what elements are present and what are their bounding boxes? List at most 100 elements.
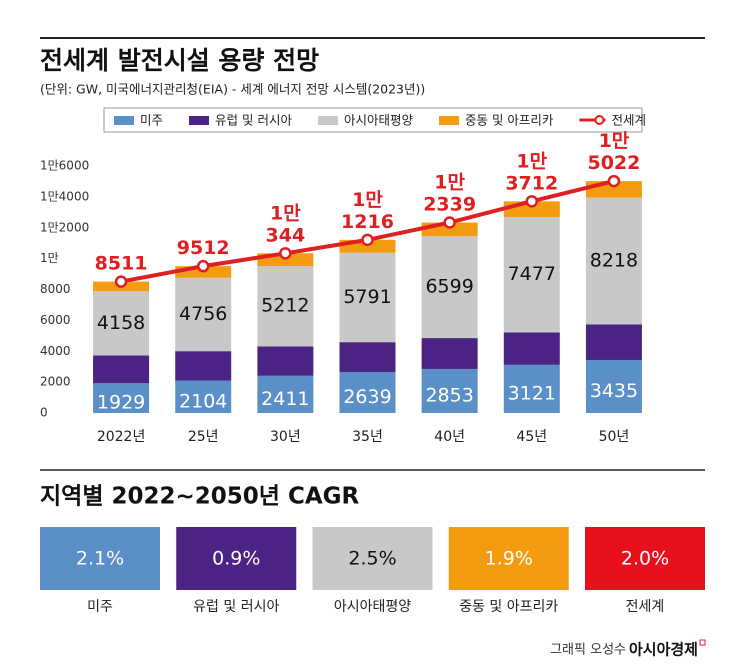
cagr-value: 2.0% [621,548,669,570]
chart-subtitle: (단위: GW, 미국에너지관리청(EIA) - 세계 에너지 전망 시스템(2… [40,82,425,97]
bar-segment [257,346,314,376]
x-tick-label: 45년 [516,429,547,445]
value-label: 1929 [97,392,145,414]
logo-mark [699,639,706,646]
value-label: 5791 [343,286,391,308]
value-label: 5212 [261,295,309,317]
total-label-line: 3712 [505,172,558,194]
x-tick-label: 50년 [599,429,630,445]
bar-segment [175,380,232,413]
cagr-tile [176,527,297,590]
total-label: 1만 344 [266,202,306,246]
legend-label: 미주 [140,113,163,128]
bar-segment [421,368,478,413]
cagr-tile [448,527,569,590]
cagr-label: 중동 및 아프리카 [459,599,558,615]
bar-segment [421,338,478,369]
y-tick-label: 1만 [40,251,59,265]
y-tick-label: 0 [40,406,48,420]
legend-label: 아시아태평양 [344,113,414,128]
cagr-label: 전세계 [626,599,665,615]
legend-label: 전세계 [611,113,646,128]
total-label-line: 1216 [341,210,394,232]
bar-segment [503,216,560,333]
value-label: 2411 [261,388,309,410]
value-label: 2853 [425,384,473,406]
value-label: 3121 [508,382,556,404]
bar-segment [257,375,314,413]
x-tick-label: 35년 [352,429,383,445]
value-label: 7477 [508,263,556,285]
total-label-line: 1만 [352,188,383,210]
bar-segment [585,324,642,360]
bar-segment [503,332,560,365]
legend-marker [594,115,605,125]
cagr-value: 2.5% [348,548,396,570]
total-label: 8511 [95,252,148,274]
credit-author: 그래픽 오성수 [550,643,626,658]
value-label: 4756 [179,303,227,325]
bar-segment [175,351,232,381]
total-label-line: 1만 [599,130,630,152]
bar-segment [93,291,150,356]
cagr-value: 2.1% [76,548,124,570]
total-label: 1만 3712 [505,150,558,194]
total-label-line: 1만 [270,202,301,224]
cagr-label: 유럽 및 러시아 [193,599,279,615]
total-label-line: 8511 [95,252,148,274]
bar-segment [175,277,232,352]
total-label: 9512 [177,237,230,259]
cagr-label: 아시아태평양 [334,599,411,615]
cagr-value: 0.9% [212,548,260,570]
total-label: 1만 2339 [423,171,476,215]
y-tick-label: 2000 [40,375,71,389]
y-tick-label: 1만4000 [40,189,89,203]
value-label: 3435 [590,380,638,402]
x-tick-label: 25년 [188,429,219,445]
bar-segment [421,236,478,339]
cagr-label: 미주 [87,599,113,615]
legend-swatch [317,116,338,125]
credit-outlet: 아시아경제 [629,641,698,659]
y-tick-label: 8000 [40,282,71,296]
y-tick-label: 1만2000 [40,220,89,234]
legend-label: 중동 및 아프리카 [465,113,554,128]
x-tick-label: 30년 [270,429,301,445]
bar-segment [257,265,314,347]
total-label-line: 344 [266,224,306,246]
value-label: 2104 [179,390,227,412]
bar-segment [93,355,150,384]
bar-segment [503,364,560,413]
total-marker [443,216,456,229]
cagr-tile [40,527,160,590]
total-marker [361,233,374,247]
cagr-tile [312,527,433,590]
value-label: 8218 [590,250,638,272]
x-tick-label: 40년 [434,429,465,445]
bar-segment [93,383,150,413]
total-marker [114,275,128,288]
total-label: 1만 1216 [341,188,394,232]
total-label-line: 2339 [423,193,476,215]
legend-swatch [189,116,210,125]
y-tick-label: 6000 [40,313,71,327]
total-label: 1만 5022 [587,130,640,174]
bar-segment [339,342,396,373]
total-label-line: 1만 [434,171,465,193]
bar-segment [585,197,642,325]
total-marker [279,247,292,260]
y-tick-label: 4000 [40,344,71,358]
bar-segment [339,252,396,343]
bar-segment [339,372,396,413]
legend-label: 유럽 및 러시아 [215,113,292,128]
cagr-title: 지역별 2022~2050년 CAGR [40,484,360,510]
total-marker [607,174,621,188]
total-label-line: 9512 [177,237,230,259]
total-label-line: 1만 [516,150,547,172]
legend-swatch [438,116,459,125]
cagr-tile [585,527,705,590]
total-label-line: 5022 [587,152,640,174]
total-marker [196,259,210,273]
y-tick-label: 1만6000 [40,159,89,173]
